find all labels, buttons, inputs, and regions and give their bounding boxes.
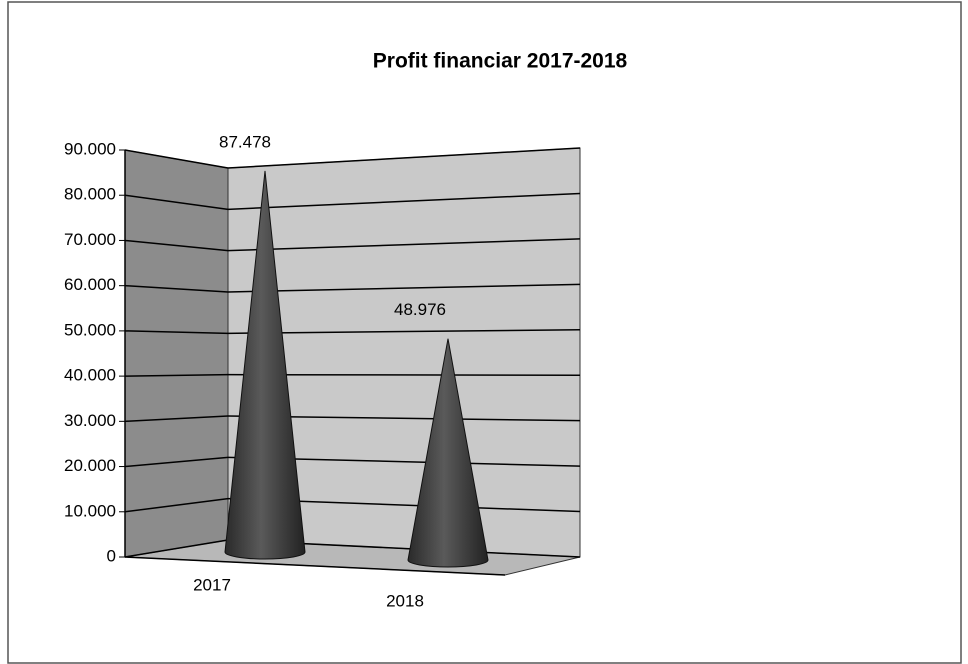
y-tick-label: 90.000 — [64, 139, 116, 158]
grid-line — [227, 283, 581, 293]
grid-line — [124, 415, 229, 423]
grid-line — [124, 497, 229, 513]
y-tick-label: 50.000 — [64, 320, 116, 339]
y-tick-label: 20.000 — [64, 456, 116, 475]
data-label: 87.478 — [219, 132, 271, 151]
grid-line — [124, 373, 229, 377]
x-axis — [124, 556, 506, 576]
grid-line — [124, 456, 229, 468]
grid-line — [124, 539, 229, 558]
chart-title: Profit financiar 2017-2018 — [373, 50, 628, 73]
y-tick-label: 0 — [107, 546, 116, 565]
data-label: 48.976 — [394, 300, 446, 319]
grid-line — [227, 147, 581, 169]
grid-line — [227, 192, 581, 211]
grid-line — [124, 194, 229, 211]
grid-line — [227, 238, 581, 252]
x-tick-label: 2017 — [193, 575, 231, 594]
x-tick-label: 2018 — [386, 591, 424, 610]
cone — [224, 170, 306, 560]
y-tick-label: 60.000 — [64, 275, 116, 294]
y-tick-label: 10.000 — [64, 501, 116, 520]
grid-line — [227, 329, 581, 335]
grid-line — [124, 239, 229, 252]
y-tick-label: 70.000 — [64, 230, 116, 249]
y-tick-label: 30.000 — [64, 411, 116, 430]
grid-line — [124, 284, 229, 293]
y-tick-label: 80.000 — [64, 185, 116, 204]
left-wall — [124, 149, 229, 558]
grid-line — [124, 330, 229, 335]
cone — [407, 338, 489, 568]
grid-line — [124, 149, 229, 169]
y-tick-label: 40.000 — [64, 366, 116, 385]
